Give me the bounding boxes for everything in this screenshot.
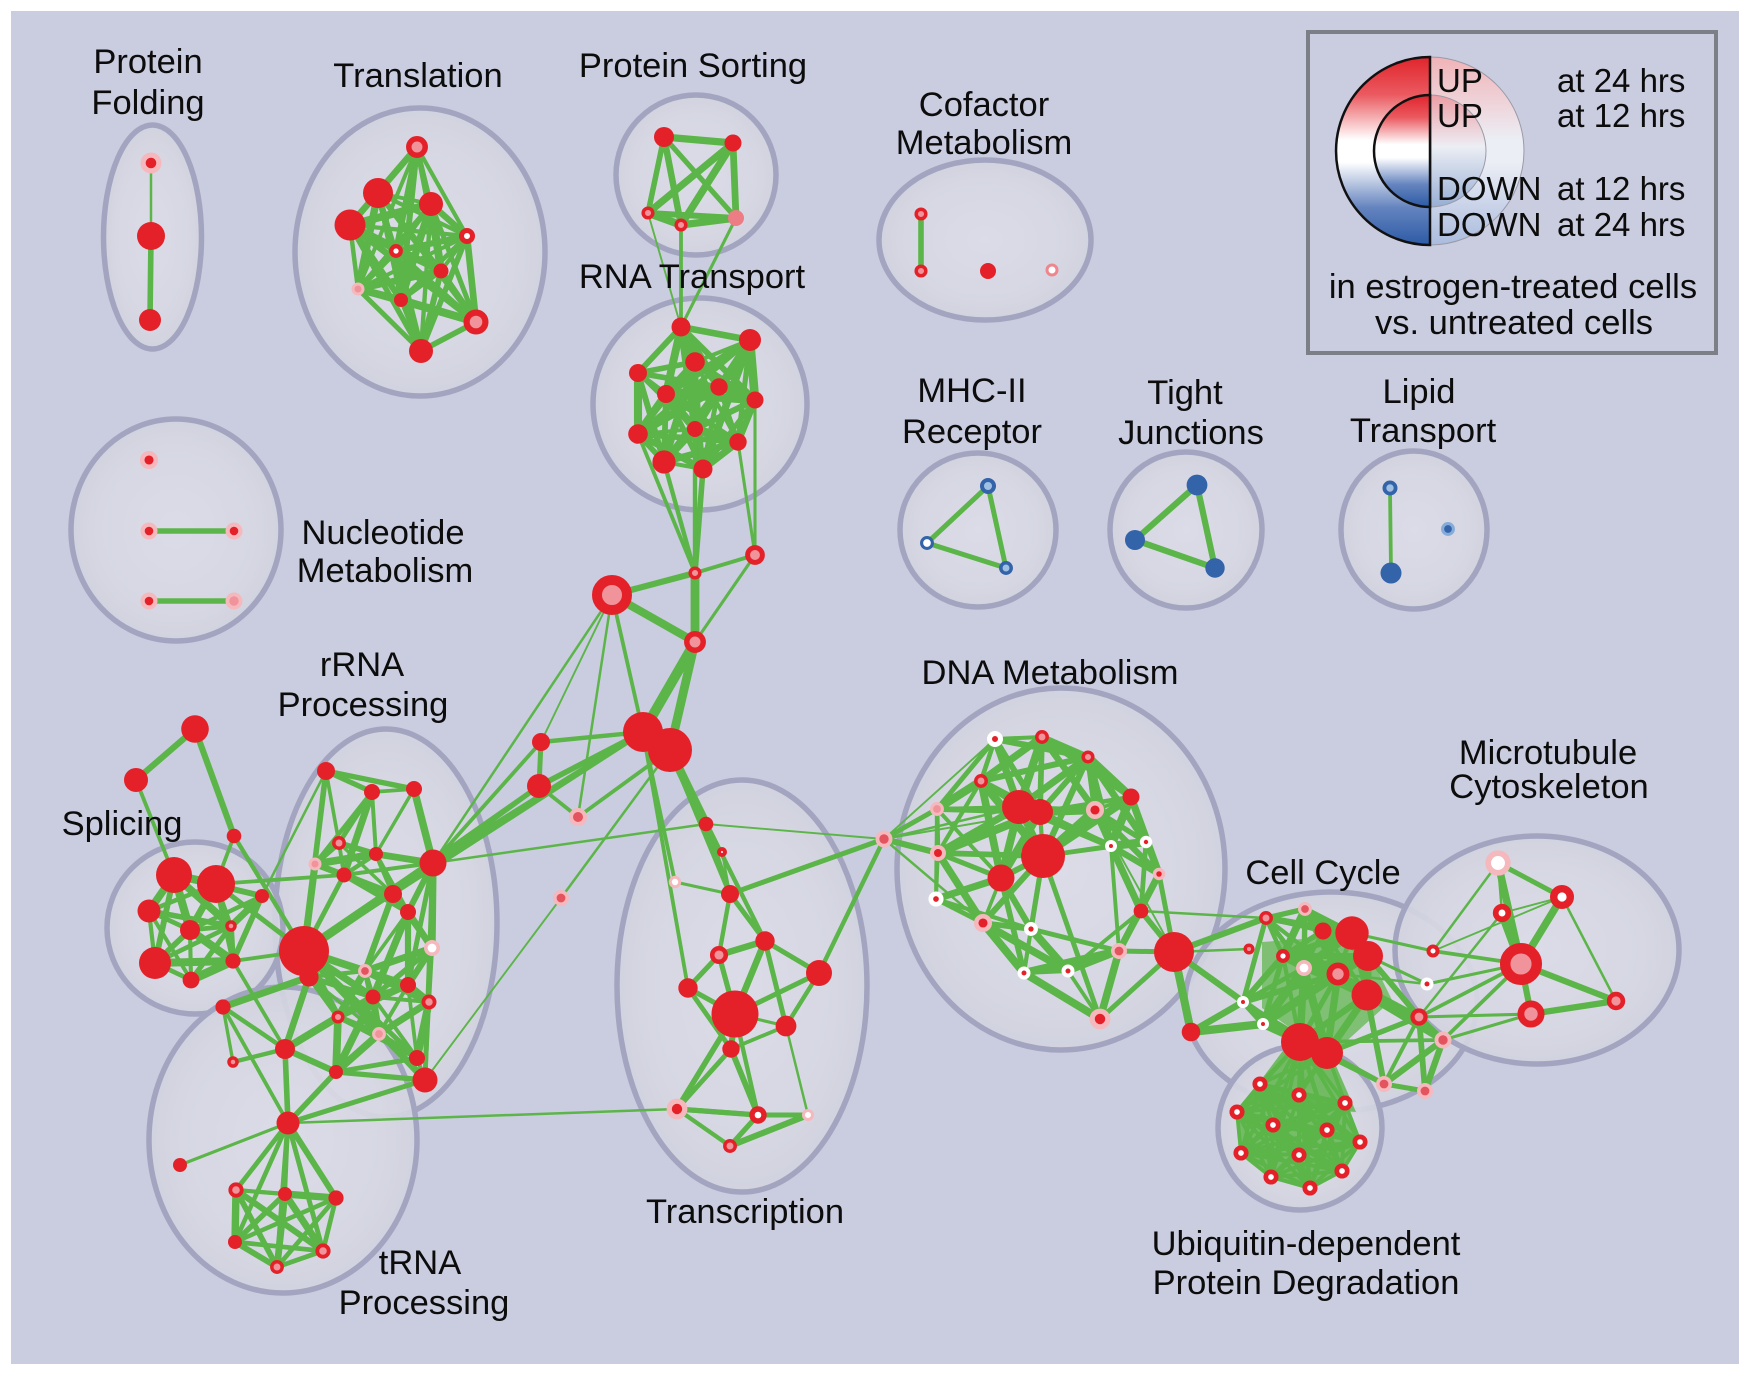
svg-text:MHC-II: MHC-II [917,372,1026,410]
svg-text:Splicing: Splicing [62,805,183,843]
svg-text:Metabolism: Metabolism [896,124,1072,162]
svg-text:at 12 hrs: at 12 hrs [1557,170,1685,207]
svg-text:Receptor: Receptor [902,413,1042,451]
svg-text:UP: UP [1437,97,1483,134]
svg-text:tRNA: tRNA [379,1244,461,1282]
svg-text:Cofactor: Cofactor [919,86,1049,124]
svg-text:DOWN: DOWN [1437,170,1541,207]
svg-text:at 12 hrs: at 12 hrs [1557,97,1685,134]
svg-text:Cytoskeleton: Cytoskeleton [1449,768,1648,806]
svg-text:at 24 hrs: at 24 hrs [1557,62,1685,99]
svg-text:Protein: Protein [93,43,202,81]
svg-text:Translation: Translation [333,57,502,95]
svg-text:Protein Degradation: Protein Degradation [1153,1264,1460,1302]
svg-text:at 24 hrs: at 24 hrs [1557,206,1685,243]
svg-text:Metabolism: Metabolism [297,552,473,590]
svg-text:Processing: Processing [278,686,449,724]
svg-text:Lipid: Lipid [1383,373,1456,411]
svg-text:vs. untreated cells: vs. untreated cells [1375,304,1653,342]
svg-text:DOWN: DOWN [1437,206,1541,243]
svg-text:Folding: Folding [91,84,204,122]
svg-text:Nucleotide: Nucleotide [301,514,464,552]
svg-text:Cell Cycle: Cell Cycle [1245,854,1400,892]
svg-text:in estrogen-treated cells: in estrogen-treated cells [1329,268,1697,306]
svg-text:Transcription: Transcription [646,1193,844,1231]
svg-text:Junctions: Junctions [1118,414,1264,452]
svg-text:Tight: Tight [1147,374,1223,412]
svg-text:Microtubule: Microtubule [1459,734,1637,772]
svg-text:Protein Sorting: Protein Sorting [579,47,807,85]
svg-text:Processing: Processing [339,1284,510,1322]
svg-text:Ubiquitin-dependent: Ubiquitin-dependent [1152,1225,1461,1263]
svg-text:RNA Transport: RNA Transport [579,258,806,296]
svg-text:rRNA: rRNA [320,646,404,684]
svg-text:DNA Metabolism: DNA Metabolism [922,654,1179,692]
svg-text:UP: UP [1437,62,1483,99]
svg-text:Transport: Transport [1350,412,1497,450]
